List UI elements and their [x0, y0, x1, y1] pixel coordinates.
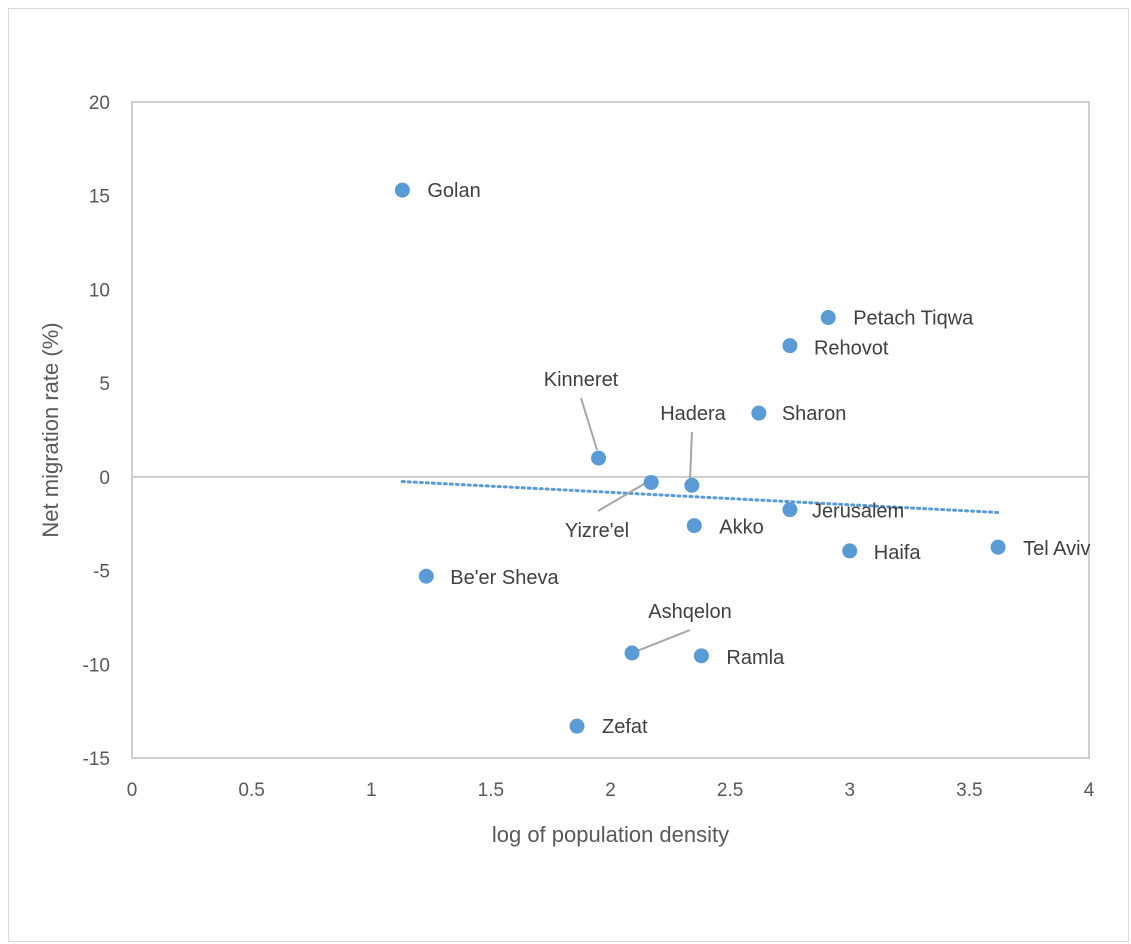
x-tick-label: 3 [844, 780, 855, 801]
data-label: Be'er Sheva [450, 567, 559, 589]
data-point [782, 502, 798, 518]
data-point [820, 310, 836, 326]
data-label: Tel Aviv [1023, 538, 1090, 560]
x-tick-label: 1.5 [478, 780, 504, 801]
data-point [842, 543, 858, 559]
data-point [686, 518, 702, 534]
x-axis-title: log of population density [492, 822, 729, 847]
x-tick-label: 1 [366, 780, 377, 801]
plot-area-border [131, 101, 1090, 759]
trendline [400, 480, 1000, 514]
data-label: Ramla [726, 647, 785, 669]
data-label: Yizre'el [565, 520, 629, 542]
y-axis-title: Net migration rate (%) [38, 322, 63, 537]
x-tick-label: 0 [127, 780, 138, 801]
data-points [394, 182, 1006, 734]
leader-line [597, 483, 645, 512]
data-label: Rehovot [814, 338, 889, 360]
data-point [684, 477, 700, 493]
y-tick-label: 10 [89, 280, 110, 301]
data-point [693, 648, 709, 664]
data-label: Petach Tiqwa [853, 308, 974, 330]
leader-line [580, 397, 598, 451]
point-labels: Golan Petach Tiqwa Rehovot Sharon Kinneret Yi… [427, 180, 1090, 738]
data-label: Zefat [602, 716, 648, 738]
data-point [643, 474, 659, 490]
leader-line [689, 431, 693, 481]
x-tick-label: 2.5 [717, 780, 743, 801]
data-label: Ashqelon [648, 601, 731, 623]
data-label: Golan [427, 180, 480, 202]
leader-line [636, 629, 691, 652]
x-tick-label: 2 [605, 780, 616, 801]
data-label: Akko [719, 517, 763, 539]
x-tick-label: 4 [1084, 780, 1095, 801]
x-tick-label: 0.5 [238, 780, 264, 801]
label-leader-lines [580, 397, 693, 652]
data-point [591, 450, 607, 466]
data-point [394, 182, 410, 198]
data-point [418, 568, 434, 584]
data-point [782, 338, 798, 354]
data-point [751, 405, 767, 421]
y-tick-label: -10 [83, 655, 110, 676]
x-axis: 0 0.5 1 1.5 2 2.5 3 3.5 4 [127, 780, 1095, 801]
data-point [990, 539, 1006, 555]
x-tick-label: 3.5 [956, 780, 982, 801]
data-label: Haifa [874, 542, 922, 564]
data-point [569, 718, 585, 734]
y-tick-label: 5 [99, 374, 110, 395]
data-point [624, 645, 640, 661]
y-tick-label: 0 [99, 468, 110, 489]
data-label: Sharon [782, 403, 847, 425]
y-tick-label: 20 [89, 93, 110, 114]
y-axis: 20 15 10 5 0 -5 -10 -15 [83, 93, 110, 770]
y-tick-label: -5 [93, 562, 110, 583]
y-tick-label: -15 [83, 749, 110, 770]
data-label: Jerusalem [812, 501, 904, 523]
data-label: Kinneret [544, 369, 619, 391]
data-label: Hadera [660, 403, 726, 425]
y-tick-label: 15 [89, 187, 110, 208]
chart-area [8, 8, 1129, 942]
